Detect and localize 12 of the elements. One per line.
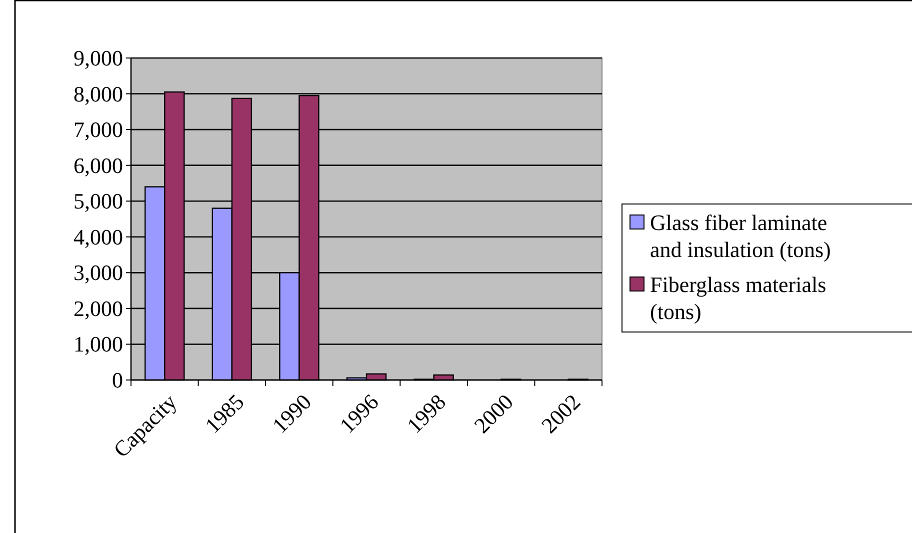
y-tick-label: 8,000	[74, 81, 123, 106]
legend-label: Fiberglass materials (tons)	[650, 272, 826, 324]
y-tick-label: 1,000	[74, 332, 123, 357]
legend-label: Glass fiber laminate and insulation (tons)	[650, 210, 831, 262]
y-tick-label: 5,000	[74, 188, 123, 214]
y-tick-label: 7,000	[74, 117, 123, 142]
y-tick-label: 2,000	[74, 296, 123, 321]
y-tick-label: 4,000	[74, 224, 123, 250]
y-tick-label: 0	[112, 368, 123, 392]
y-tick-label: 9,000	[74, 46, 123, 70]
y-tick-label: 6,000	[74, 152, 123, 178]
y-tick-label: 3,000	[74, 260, 123, 286]
